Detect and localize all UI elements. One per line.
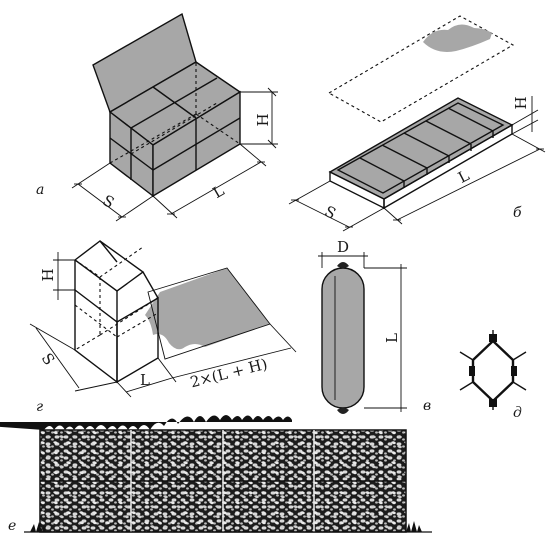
- dim-v-D: D: [337, 238, 349, 256]
- gabion-net-g: H S L 2×(L + H) г: [29, 240, 297, 415]
- panel-label-g: г: [36, 399, 43, 415]
- dim-g-total: 2×(L + H): [188, 355, 269, 392]
- gabion-mattress-b: H S L б: [288, 15, 546, 232]
- panel-label-b: б: [513, 205, 522, 221]
- mattress-lid: [327, 15, 515, 123]
- lid: [93, 14, 196, 112]
- gabion-wall-e: е: [0, 415, 432, 534]
- panel-label-e: е: [8, 518, 16, 534]
- dim-g-S: S: [38, 350, 59, 369]
- panel-label-v: в: [423, 398, 431, 414]
- gabion-sack-v: D L в: [318, 238, 431, 414]
- dim-a-H: H: [254, 113, 272, 126]
- panel-label-d: д: [513, 405, 522, 421]
- panel-label-a: а: [36, 182, 44, 198]
- dim-v-L: L: [383, 333, 401, 343]
- dim-a-L: L: [210, 181, 228, 202]
- mesh-cell-d: д: [459, 330, 527, 421]
- dim-g-H: H: [39, 268, 57, 281]
- dim-b-H: H: [512, 96, 530, 109]
- gabion-box-a: H S L а: [36, 12, 278, 222]
- dim-a-S: S: [100, 191, 118, 212]
- dim-b-S: S: [322, 202, 339, 223]
- dim-g-L: L: [140, 371, 150, 389]
